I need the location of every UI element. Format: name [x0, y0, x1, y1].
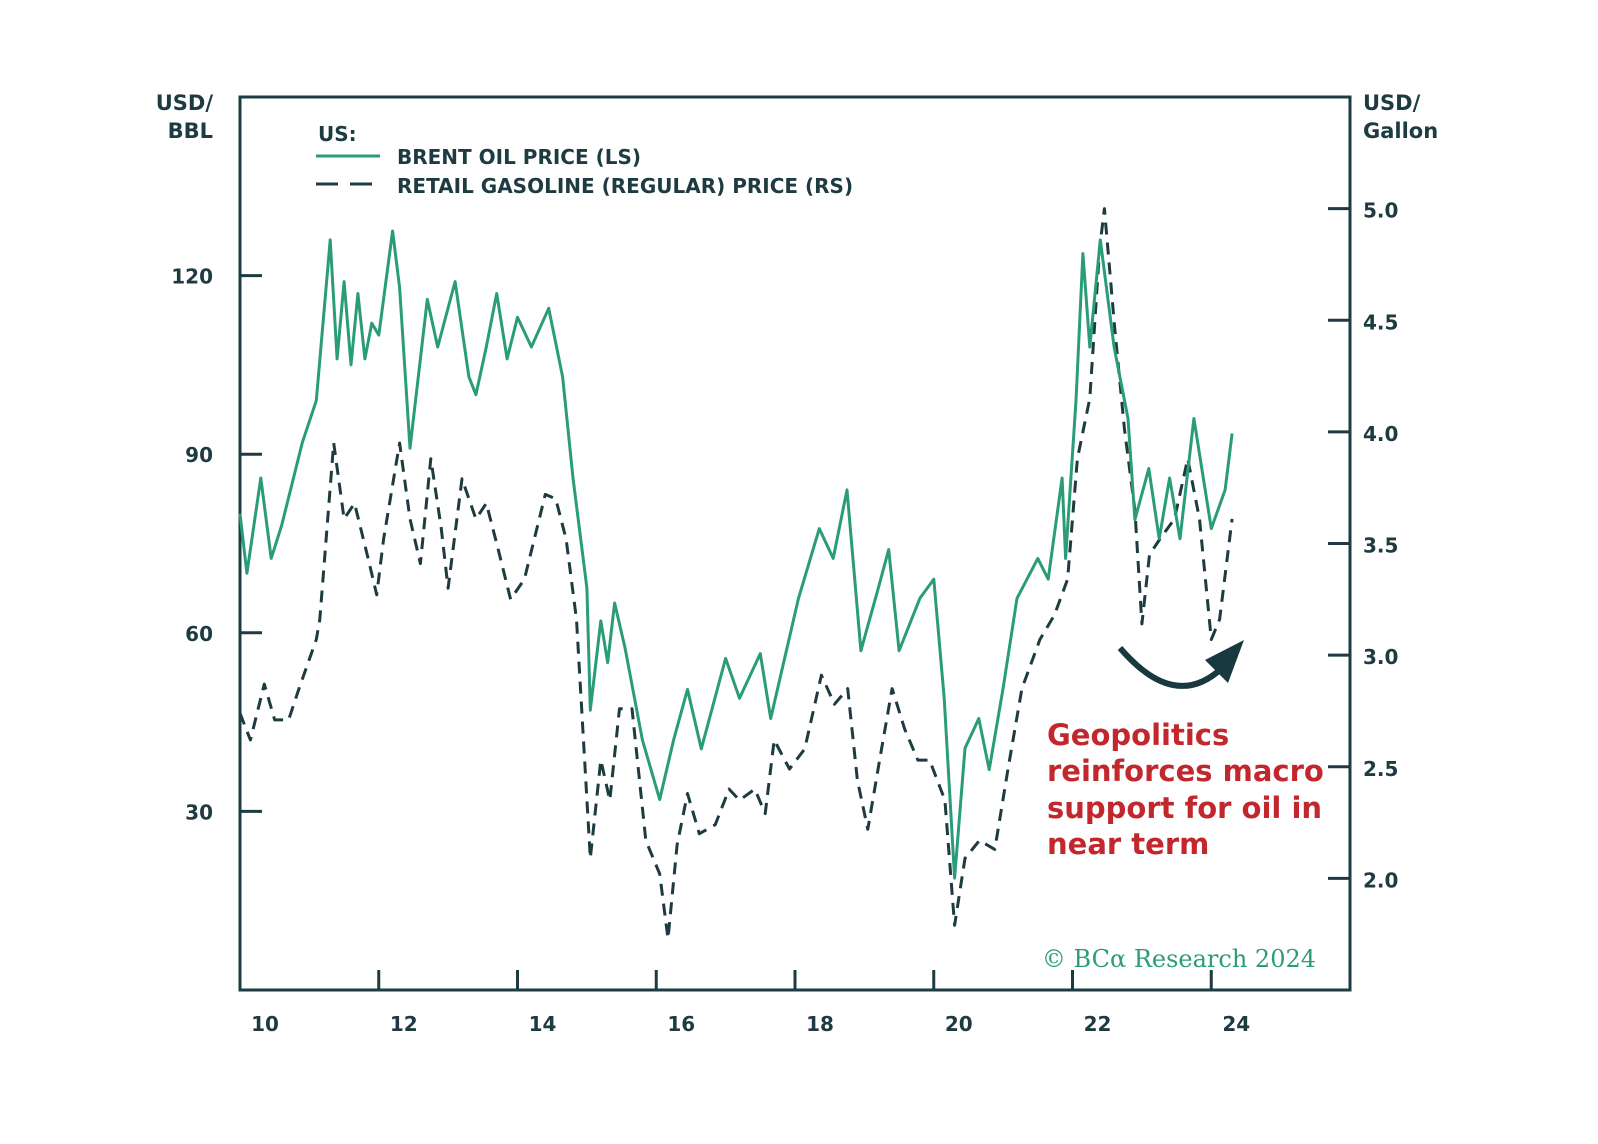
annotation-line: near term	[1047, 827, 1209, 861]
right-axis-tick-label: 3.0	[1363, 645, 1398, 669]
annotation: Geopolitics reinforces macro support for…	[1047, 718, 1324, 861]
x-axis-tick-label: 12	[390, 1012, 418, 1036]
left-axis-label-line: BBL	[168, 119, 213, 143]
source-credit: © BCα Research 2024	[1042, 945, 1316, 973]
right-axis-label-line: USD/	[1363, 91, 1421, 115]
left-axis-label: USD/ BBL	[156, 91, 214, 143]
left-axis-tick-label: 120	[171, 265, 213, 289]
legend-title: US:	[318, 122, 357, 146]
right-axis-tick-label: 2.0	[1363, 868, 1398, 892]
left-axis-label-line: USD/	[156, 91, 214, 115]
right-axis-tick-label: 4.5	[1363, 310, 1398, 334]
legend-label-brent: BRENT OIL PRICE (LS)	[397, 145, 641, 169]
left-axis-tick-label: 90	[185, 443, 213, 467]
right-axis-tick-label: 4.0	[1363, 422, 1398, 446]
left-axis-tick-label: 60	[185, 622, 213, 646]
annotation-line: support for oil in	[1047, 791, 1322, 825]
right-axis-label: USD/ Gallon	[1363, 91, 1438, 143]
legend: US: BRENT OIL PRICE (LS) RETAIL GASOLINE…	[316, 122, 853, 198]
annotation-line: Geopolitics	[1047, 718, 1229, 752]
x-axis-tick-label: 22	[1084, 1012, 1112, 1036]
axes: 30 60 90 120 2.0 2.5 3.0 3.5 4.0 4.5 5.0 10 12 14 16 18…	[171, 199, 1398, 1036]
series-line-gasoline	[238, 207, 1234, 941]
left-axis-tick-label: 30	[185, 800, 213, 824]
x-axis-tick-label: 16	[667, 1012, 695, 1036]
x-axis-tick-label: 18	[806, 1012, 834, 1036]
annotation-line: reinforces macro	[1047, 754, 1324, 788]
right-axis-tick-label: 5.0	[1363, 199, 1398, 223]
series-line-brent	[238, 229, 1234, 880]
right-axis-label-line: Gallon	[1363, 119, 1438, 143]
series-lines	[238, 207, 1234, 941]
arrow-head-icon	[1205, 640, 1244, 683]
x-axis-tick-label: 10	[251, 1012, 279, 1036]
legend-label-gasoline: RETAIL GASOLINE (REGULAR) PRICE (RS)	[397, 174, 853, 198]
right-axis-tick-label: 3.5	[1363, 534, 1398, 558]
curved-arrow-icon	[1117, 646, 1225, 689]
x-axis-tick-label: 24	[1222, 1012, 1250, 1036]
right-axis-tick-label: 2.5	[1363, 757, 1398, 781]
x-axis-tick-label: 14	[529, 1012, 557, 1036]
x-axis-tick-label: 20	[945, 1012, 973, 1036]
